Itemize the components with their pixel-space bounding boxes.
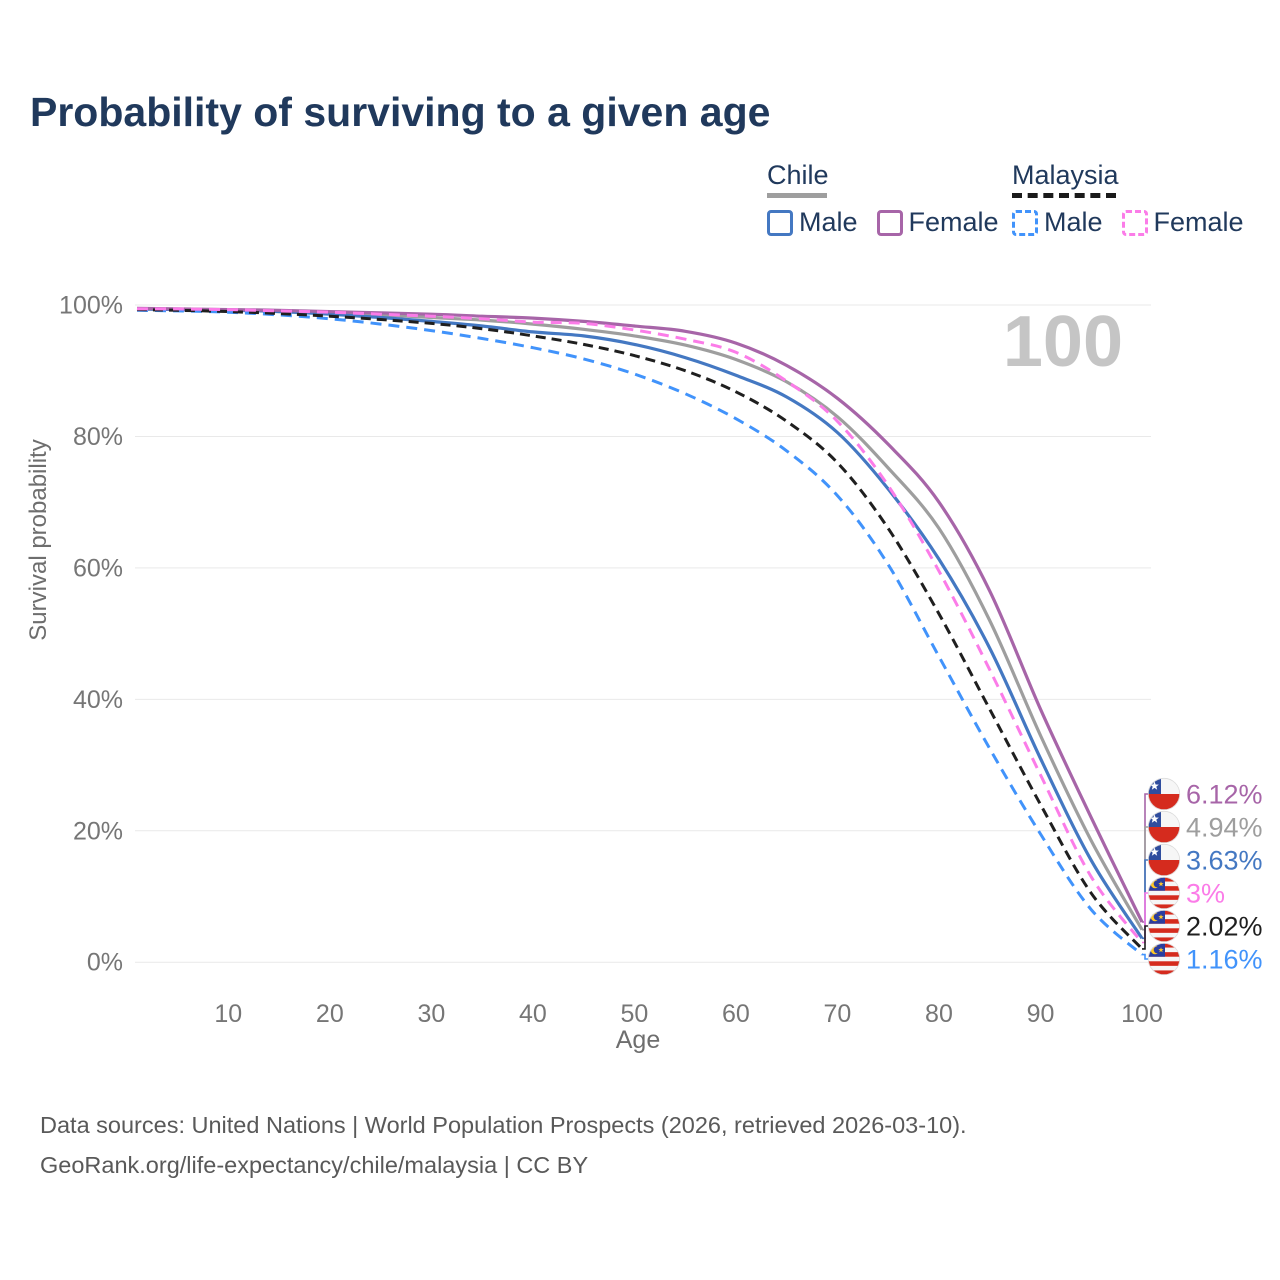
legend-malaysia-female-label[interactable]: Female — [1153, 207, 1244, 238]
end-label-connector-malaysia-male — [1142, 953, 1148, 960]
flag-ring — [1147, 810, 1181, 844]
series-line-malaysia-female[interactable] — [136, 307, 1144, 944]
series-line-chile-female[interactable] — [136, 306, 1144, 923]
end-value-label-malaysia-both-sexes: 2.02% — [1186, 912, 1263, 942]
chile-flag-icon — [1148, 811, 1180, 843]
x-tick-label: 20 — [316, 1000, 344, 1028]
page-title: Probability of surviving to a given age — [30, 89, 771, 135]
legend-chile-female-swatch[interactable] — [876, 209, 903, 236]
end-value-label-malaysia-female: 3% — [1186, 879, 1225, 909]
legend-group-chile: Chile Male Female — [767, 161, 1018, 238]
legend-malaysia-label[interactable]: Malaysia — [1012, 160, 1119, 190]
x-axis-title: Age — [616, 1026, 660, 1054]
legend-malaysia-female-swatch[interactable] — [1121, 209, 1148, 236]
legend-chile-female-label[interactable]: Female — [908, 207, 999, 238]
flag-ring — [1147, 777, 1181, 811]
end-value-label-chile-female: 6.12% — [1186, 780, 1263, 810]
series-line-chile-both-sexes[interactable] — [136, 307, 1144, 931]
x-tick-label: 100 — [1121, 1000, 1163, 1028]
footer: Data sources: United Nations | World Pop… — [40, 1105, 967, 1185]
legend-chile-male-label[interactable]: Male — [799, 207, 858, 238]
x-tick-label: 80 — [925, 1000, 953, 1028]
legend-malaysia-male-label[interactable]: Male — [1044, 207, 1103, 238]
y-tick-label: 20% — [73, 817, 123, 845]
x-tick-label: 60 — [722, 1000, 750, 1028]
age-counter-watermark: 100 — [1003, 302, 1123, 382]
footer-attribution-link[interactable]: GeoRank.org/life-expectancy/chile/malays… — [40, 1152, 589, 1178]
x-tick-label: 90 — [1027, 1000, 1055, 1028]
series-line-malaysia-both-sexes[interactable] — [136, 308, 1144, 950]
legend-group-malaysia: Malaysia Male Female — [1012, 161, 1263, 238]
flag-ring — [1147, 843, 1181, 877]
legend: Chile Male Female Malaysia Male Female — [0, 161, 1280, 251]
y-axis-title: Survival probability — [25, 439, 52, 640]
y-tick-label: 80% — [73, 423, 123, 451]
legend-malaysia-male-swatch[interactable] — [1012, 209, 1038, 236]
end-label-connector-malaysia-both-sexes — [1142, 925, 1148, 950]
flag-ring — [1147, 942, 1181, 976]
x-tick-label: 30 — [417, 1000, 445, 1028]
x-tick-label: 40 — [519, 1000, 547, 1028]
y-tick-label: 60% — [73, 554, 123, 582]
end-value-label-chile-both-sexes: 4.94% — [1186, 813, 1263, 843]
footer-data-sources: Data sources: United Nations | World Pop… — [40, 1112, 967, 1138]
malaysia-flag-icon — [1148, 910, 1180, 942]
flag-ring — [1147, 909, 1181, 943]
chile-flag-icon — [1148, 778, 1180, 810]
legend-chile-total-line-swatch — [767, 193, 827, 199]
y-tick-label: 100% — [59, 292, 123, 320]
end-label-connector-malaysia-female — [1142, 892, 1148, 944]
flag-ring — [1147, 876, 1181, 910]
end-value-label-malaysia-male: 1.16% — [1186, 945, 1263, 975]
end-value-label-chile-male: 3.63% — [1186, 846, 1263, 876]
y-tick-label: 40% — [73, 686, 123, 714]
series-line-malaysia-male[interactable] — [136, 308, 1143, 956]
y-tick-label: 0% — [87, 949, 123, 977]
malaysia-flag-icon — [1148, 877, 1180, 909]
x-tick-label: 50 — [620, 1000, 648, 1028]
legend-chile-male-swatch[interactable] — [767, 209, 793, 236]
x-tick-label: 70 — [824, 1000, 852, 1028]
legend-malaysia-total-line-swatch — [1012, 193, 1116, 199]
legend-chile-label[interactable]: Chile — [767, 160, 829, 190]
x-tick-label: 10 — [214, 1000, 242, 1028]
